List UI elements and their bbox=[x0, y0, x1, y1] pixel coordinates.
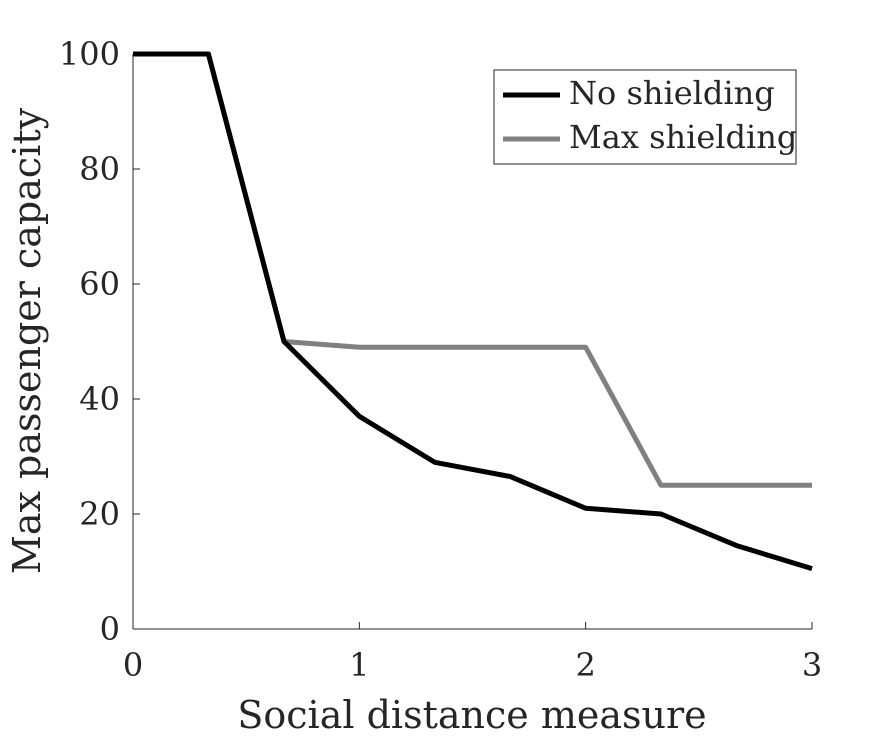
x-tick-label: 2 bbox=[575, 646, 595, 684]
series-line-no-shielding bbox=[133, 51, 813, 571]
y-tick-label: 100 bbox=[59, 35, 120, 73]
x-tick-label: 3 bbox=[802, 646, 822, 684]
x-tick-label: 0 bbox=[123, 646, 143, 684]
legend-box bbox=[493, 69, 797, 165]
y-tick-label: 0 bbox=[100, 610, 120, 648]
legend-label-max-shielding: Max shielding bbox=[569, 118, 797, 156]
y-axis-label: Max passenger capacity bbox=[5, 107, 49, 574]
y-ticks: 0 20 40 60 80 100 bbox=[59, 35, 140, 648]
y-tick-label: 40 bbox=[79, 380, 120, 418]
y-tick-label: 20 bbox=[79, 495, 120, 533]
x-ticks: 0 1 2 3 bbox=[123, 622, 822, 684]
legend: No shielding Max shielding bbox=[493, 69, 797, 165]
series-layer bbox=[133, 51, 813, 571]
x-axis-label: Social distance measure bbox=[237, 693, 706, 737]
y-tick-label: 60 bbox=[79, 265, 120, 303]
x-tick-label: 1 bbox=[349, 646, 369, 684]
y-tick-label: 80 bbox=[79, 150, 120, 188]
legend-label-no-shielding: No shielding bbox=[569, 74, 775, 112]
